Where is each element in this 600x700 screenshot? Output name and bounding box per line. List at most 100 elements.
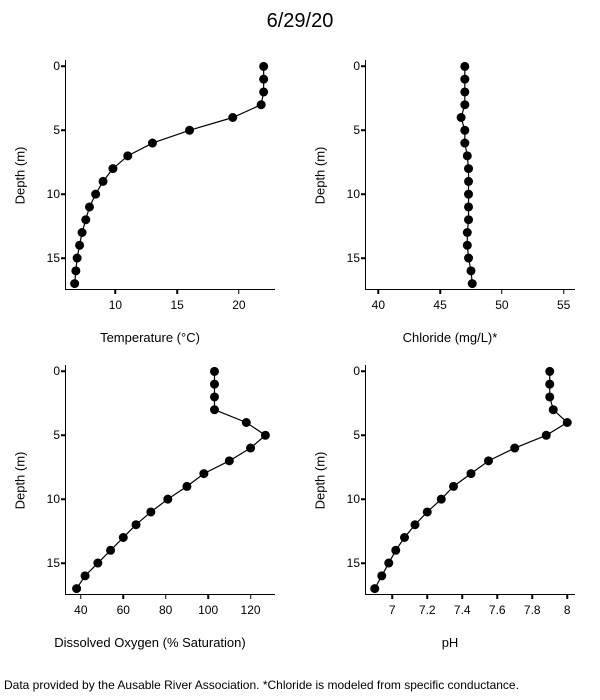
footer-note: Data provided by the Ausable River Assoc… xyxy=(0,678,600,692)
page-title: 6/29/20 xyxy=(0,10,600,33)
x-tick-label: 7.4 xyxy=(454,603,471,617)
data-point xyxy=(75,241,84,250)
data-point xyxy=(545,380,554,389)
plot-area: 406080100120051015 xyxy=(65,365,275,595)
x-axis-label: pH xyxy=(300,635,600,650)
data-point xyxy=(246,444,255,453)
x-tick-label: 80 xyxy=(159,603,172,617)
data-point xyxy=(460,139,469,148)
x-axis-label: Temperature (°C) xyxy=(0,330,300,345)
data-point xyxy=(123,151,132,160)
data-point xyxy=(400,533,409,542)
data-point xyxy=(73,254,82,263)
y-tick-label: 10 xyxy=(38,492,60,506)
y-tick-label: 15 xyxy=(38,556,60,570)
data-point xyxy=(467,469,476,478)
data-point xyxy=(242,418,251,427)
data-point xyxy=(78,228,87,237)
y-axis-label: Depth (m) xyxy=(312,355,328,605)
data-point xyxy=(460,126,469,135)
x-tick-label: 8 xyxy=(564,603,571,617)
y-tick-label: 5 xyxy=(338,428,360,442)
data-point xyxy=(91,190,100,199)
data-point xyxy=(464,177,473,186)
data-point xyxy=(93,559,102,568)
data-point xyxy=(464,164,473,173)
plot-svg xyxy=(66,60,275,289)
data-point xyxy=(467,266,476,275)
x-tick-label: 20 xyxy=(232,298,245,312)
x-tick-label: 55 xyxy=(557,298,570,312)
x-tick-label: 120 xyxy=(241,603,261,617)
data-point xyxy=(464,215,473,224)
x-tick-label: 100 xyxy=(198,603,218,617)
data-point xyxy=(210,380,219,389)
data-point xyxy=(423,507,432,516)
data-point xyxy=(259,62,268,71)
plot-svg xyxy=(366,60,575,289)
data-point xyxy=(108,164,117,173)
data-point xyxy=(261,431,270,440)
data-point xyxy=(464,190,473,199)
chart-panel-2: 406080100120051015 Dissolved Oxygen (% Sa… xyxy=(0,355,300,660)
chart-grid: 101520051015Temperature (°C)Depth (m)404… xyxy=(0,50,600,660)
data-point xyxy=(225,456,234,465)
data-point xyxy=(259,75,268,84)
data-point xyxy=(210,392,219,401)
chart-panel-1: 40455055051015Chloride (mg/L)*Depth (m) xyxy=(300,50,600,355)
data-point xyxy=(81,571,90,580)
data-point xyxy=(72,584,81,593)
y-tick-label: 10 xyxy=(338,187,360,201)
y-tick-label: 15 xyxy=(338,556,360,570)
data-point xyxy=(99,177,108,186)
y-axis-label: Depth (m) xyxy=(12,355,28,605)
y-tick-label: 0 xyxy=(38,59,60,73)
data-point xyxy=(132,520,141,529)
data-point xyxy=(81,215,90,224)
x-axis-label: Chloride (mg/L)* xyxy=(300,330,600,345)
plot-svg xyxy=(366,365,575,594)
data-point xyxy=(163,495,172,504)
y-tick-label: 15 xyxy=(38,251,60,265)
y-tick-label: 5 xyxy=(338,123,360,137)
data-point xyxy=(457,113,466,122)
data-point xyxy=(449,482,458,491)
x-tick-label: 7.8 xyxy=(524,603,541,617)
y-tick-label: 0 xyxy=(38,364,60,378)
x-tick-label: 10 xyxy=(109,298,122,312)
x-tick-label: 45 xyxy=(433,298,446,312)
x-tick-label: 7 xyxy=(389,603,396,617)
y-tick-label: 5 xyxy=(38,428,60,442)
plot-area: 77.27.47.67.88051015 xyxy=(365,365,575,595)
data-point xyxy=(384,559,393,568)
data-point xyxy=(199,469,208,478)
x-axis-label: Dissolved Oxygen (% Saturation) xyxy=(0,635,300,650)
data-point xyxy=(545,392,554,401)
plot-svg xyxy=(66,365,275,594)
data-point xyxy=(460,75,469,84)
data-point xyxy=(468,279,477,288)
data-point xyxy=(259,87,268,96)
data-point xyxy=(411,520,420,529)
data-point xyxy=(460,62,469,71)
y-tick-label: 10 xyxy=(38,187,60,201)
x-tick-label: 60 xyxy=(117,603,130,617)
x-tick-label: 7.6 xyxy=(489,603,506,617)
data-point xyxy=(119,533,128,542)
chart-panel-3: 77.27.47.67.88051015 pH Depth (m) xyxy=(300,355,600,660)
data-point xyxy=(70,279,79,288)
data-point xyxy=(460,87,469,96)
data-point xyxy=(148,139,157,148)
data-point xyxy=(106,546,115,555)
plot-area: 101520051015 xyxy=(65,60,275,290)
data-point xyxy=(463,228,472,237)
data-point xyxy=(185,126,194,135)
y-tick-label: 5 xyxy=(38,123,60,137)
data-point xyxy=(71,266,80,275)
data-point xyxy=(464,202,473,211)
x-tick-label: 40 xyxy=(372,298,385,312)
data-point xyxy=(146,507,155,516)
data-point xyxy=(257,100,266,109)
data-point xyxy=(370,584,379,593)
data-point xyxy=(484,456,493,465)
